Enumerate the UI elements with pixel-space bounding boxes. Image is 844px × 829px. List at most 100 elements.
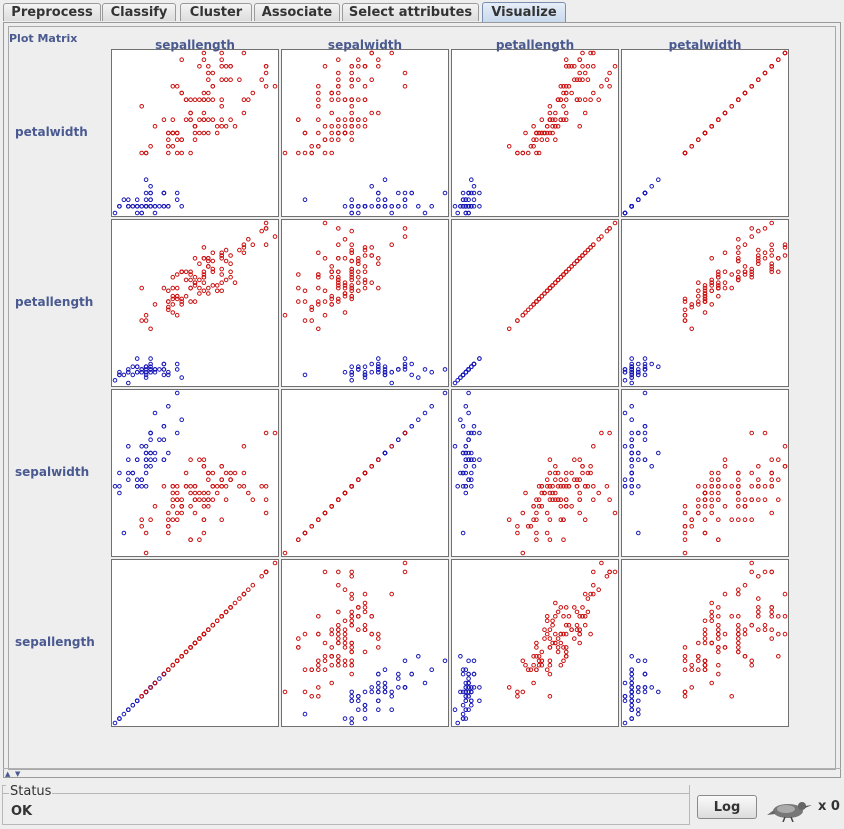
data-point xyxy=(188,484,193,489)
data-point xyxy=(636,707,641,713)
data-point xyxy=(452,444,458,449)
data-point xyxy=(591,582,596,588)
data-point xyxy=(316,694,321,699)
data-point xyxy=(336,296,341,302)
data-point xyxy=(736,477,741,483)
split-divider[interactable]: ▲ ▼ xyxy=(3,768,841,778)
collapse-down-icon[interactable]: ▼ xyxy=(15,770,21,778)
data-point xyxy=(776,57,781,63)
data-point xyxy=(528,144,534,149)
cell-petalwidth-vs-sepallength[interactable] xyxy=(111,49,279,217)
column-header-petallength: petallength xyxy=(495,38,575,52)
data-point xyxy=(356,261,361,266)
tab-cluster[interactable]: Cluster xyxy=(180,3,252,21)
data-point xyxy=(736,256,741,261)
data-point xyxy=(210,497,216,503)
tab-classify[interactable]: Classify xyxy=(102,3,176,21)
data-point xyxy=(574,477,580,483)
data-point xyxy=(629,369,635,375)
data-point xyxy=(544,477,550,483)
data-point xyxy=(282,150,288,156)
cell-sepalwidth-vs-petalwidth[interactable] xyxy=(621,389,789,557)
cell-sepalwidth-vs-sepallength[interactable] xyxy=(111,389,279,557)
data-point xyxy=(604,484,610,489)
data-point xyxy=(302,689,308,695)
cell-sepallength-vs-sepalwidth[interactable] xyxy=(281,559,449,727)
data-point xyxy=(547,484,553,489)
data-point xyxy=(219,104,224,109)
cell-sepallength-vs-petallength[interactable] xyxy=(451,559,619,727)
cell-petallength-vs-sepalwidth[interactable] xyxy=(281,219,449,387)
data-point xyxy=(349,609,355,615)
cell-petalwidth-vs-sepalwidth[interactable] xyxy=(281,49,449,217)
data-point xyxy=(336,654,341,659)
data-point xyxy=(272,234,278,239)
data-point xyxy=(389,50,395,56)
data-point xyxy=(143,450,149,456)
data-point xyxy=(376,369,381,375)
data-point xyxy=(376,367,381,372)
data-point xyxy=(376,256,381,261)
cell-sepalwidth-vs-sepalwidth[interactable] xyxy=(281,389,449,557)
cell-sepallength-vs-sepallength[interactable] xyxy=(111,559,279,727)
data-point xyxy=(561,658,566,664)
data-point xyxy=(469,364,474,370)
cell-petallength-vs-petalwidth[interactable] xyxy=(621,219,789,387)
tab-select-attributes[interactable]: Select attributes xyxy=(342,3,479,21)
data-point xyxy=(112,484,118,489)
data-point xyxy=(736,97,741,102)
data-point xyxy=(349,698,355,704)
data-point xyxy=(458,470,463,476)
data-point xyxy=(166,130,171,136)
data-point xyxy=(161,190,167,196)
data-point xyxy=(742,504,748,509)
data-point xyxy=(696,504,701,509)
data-point xyxy=(702,631,708,637)
collapse-up-icon[interactable]: ▲ xyxy=(5,770,11,778)
data-point xyxy=(228,253,233,258)
data-point xyxy=(656,689,661,695)
data-point xyxy=(466,204,471,209)
data-point xyxy=(259,574,264,579)
data-point xyxy=(329,627,335,633)
data-point xyxy=(534,640,539,646)
tab-preprocess[interactable]: Preprocess xyxy=(3,3,101,21)
data-point xyxy=(769,264,775,269)
data-point xyxy=(396,367,401,372)
cell-sepalwidth-vs-petallength[interactable] xyxy=(451,389,619,557)
cell-petalwidth-vs-petallength[interactable] xyxy=(451,49,619,217)
data-point xyxy=(466,390,471,396)
data-point xyxy=(458,204,463,209)
data-point xyxy=(622,484,628,489)
data-point xyxy=(555,609,561,615)
data-point xyxy=(762,250,768,256)
cell-sepallength-vs-petalwidth[interactable] xyxy=(621,559,789,727)
data-point xyxy=(544,484,550,489)
tab-associate[interactable]: Associate xyxy=(254,3,340,21)
data-point xyxy=(143,375,149,380)
data-point xyxy=(580,50,585,56)
cell-petallength-vs-petallength[interactable] xyxy=(451,219,619,387)
log-button[interactable]: Log xyxy=(697,795,757,819)
data-point xyxy=(342,124,348,129)
data-point xyxy=(214,283,220,288)
data-point xyxy=(409,361,415,367)
data-point xyxy=(349,378,355,383)
data-point xyxy=(362,627,368,633)
data-point xyxy=(642,356,648,361)
data-point xyxy=(206,130,211,136)
data-point xyxy=(349,645,355,650)
cell-petallength-vs-sepallength[interactable] xyxy=(111,219,279,387)
data-point xyxy=(585,609,591,615)
cell-petalwidth-vs-petalwidth[interactable] xyxy=(621,49,789,217)
data-point xyxy=(316,90,321,96)
tab-visualize[interactable]: Visualize xyxy=(482,2,566,22)
data-point xyxy=(179,510,184,516)
data-point xyxy=(463,490,469,496)
data-point xyxy=(223,247,229,253)
data-point xyxy=(702,296,708,302)
data-point xyxy=(389,204,395,209)
data-point xyxy=(469,685,474,690)
weka-bird-icon[interactable] xyxy=(766,796,814,822)
data-point xyxy=(622,694,628,699)
